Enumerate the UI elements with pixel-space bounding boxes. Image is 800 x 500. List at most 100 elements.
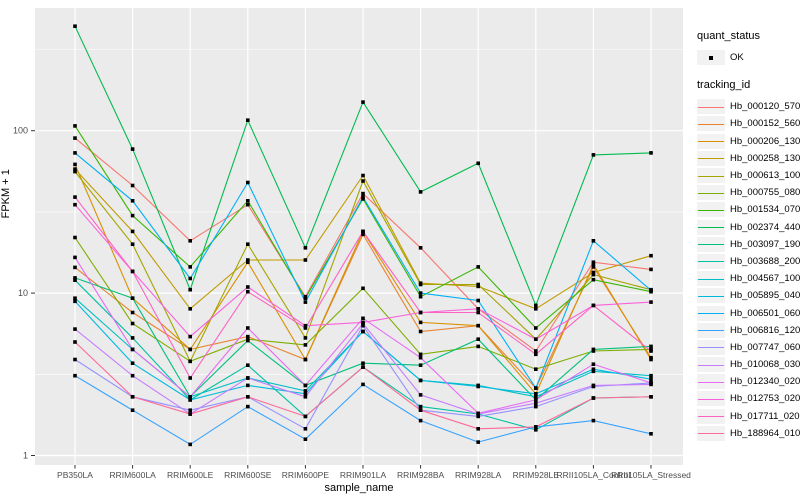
data-point: [361, 320, 365, 325]
data-point: [418, 246, 423, 250]
legend-key-box: [697, 99, 725, 115]
legend-entry-label: Hb_000755_080: [730, 187, 800, 199]
legend-entry: Hb_003097_190: [697, 236, 800, 253]
legend-entry: Hb_001534_070: [697, 201, 800, 218]
data-point: [534, 395, 538, 399]
legend-entry: Hb_007747_060: [697, 339, 800, 356]
data-point: [188, 287, 192, 292]
data-point: [476, 307, 480, 311]
data-point: [303, 343, 308, 347]
legend-key-box: [697, 339, 725, 355]
data-point: [418, 363, 423, 367]
data-point: [418, 190, 423, 194]
data-point: [303, 437, 308, 441]
data-point: [534, 386, 538, 390]
data-point: [130, 310, 135, 315]
legend-key-box: [697, 236, 725, 252]
legend-entry: Hb_000152_560: [697, 115, 800, 132]
legend-entry: Hb_005895_040: [697, 287, 800, 304]
data-point: [418, 294, 423, 299]
legend-key-box: [697, 168, 725, 184]
data-point: [188, 408, 192, 412]
data-point: [303, 383, 308, 388]
legend-entry-label: Hb_012340_020: [730, 376, 800, 388]
data-point: [246, 180, 250, 185]
data-point: [130, 183, 135, 188]
legend-color-line-icon: [698, 381, 724, 383]
legend-color-line-icon: [698, 261, 724, 263]
data-point: [361, 191, 365, 196]
legend-key-box: [697, 253, 725, 269]
legend-key-box: [697, 185, 725, 201]
legend-entry: Hb_006816_120: [697, 322, 800, 339]
legend-color-line-icon: [698, 295, 724, 297]
data-point: [361, 100, 365, 104]
data-point: [361, 179, 365, 183]
data-point: [303, 392, 308, 396]
data-point: [188, 398, 192, 402]
data-point: [303, 427, 308, 431]
legend-entry: Hb_000120_570: [697, 98, 800, 115]
data-point: [534, 401, 538, 405]
data-point: [188, 276, 192, 281]
legend-entry: Hb_017711_020: [697, 408, 800, 425]
legend-entry-label: Hb_000258_130: [730, 152, 800, 164]
data-point: [591, 369, 596, 374]
x-axis-title: sample_name: [324, 482, 394, 494]
data-point: [246, 202, 250, 207]
legend-entry-label: Hb_005895_040: [730, 290, 800, 302]
data-point: [73, 255, 77, 260]
data-point: [73, 167, 77, 171]
legend-entry-label: Hb_000206_130: [730, 135, 800, 147]
data-point: [649, 349, 653, 353]
data-point: [591, 265, 596, 269]
y-tick-label: 100: [13, 126, 28, 136]
legend-key-box: [697, 391, 725, 407]
data-point: [418, 408, 423, 412]
legend: quant_status OK tracking_id Hb_000120_57…: [697, 30, 800, 442]
data-point: [130, 395, 135, 399]
legend-key-box: [697, 288, 725, 304]
data-point: [534, 307, 538, 311]
data-point: [534, 425, 538, 429]
data-point: [130, 199, 135, 203]
data-point: [303, 336, 308, 340]
data-point: [188, 359, 192, 364]
data-point: [476, 298, 480, 303]
data-point: [246, 404, 250, 409]
data-point: [591, 153, 596, 157]
legend-key-box: [697, 408, 725, 424]
legend-entry-label: Hb_006501_060: [730, 307, 800, 319]
data-point: [534, 404, 538, 409]
legend-entry: Hb_010068_030: [697, 356, 800, 373]
data-point: [534, 428, 538, 432]
data-point: [649, 432, 653, 436]
data-point: [73, 327, 77, 331]
data-point: [303, 300, 308, 304]
data-point: [130, 213, 135, 218]
legend-key-box: [697, 425, 725, 441]
legend-entry-label: Hb_000152_560: [730, 118, 800, 130]
legend-entry: Hb_002374_440: [697, 219, 800, 236]
data-point: [246, 395, 250, 399]
legend-entry: Hb_000755_080: [697, 184, 800, 201]
data-point: [246, 363, 250, 367]
x-tick-label: RRIM600LA: [109, 470, 156, 480]
x-tick-label: RRIM901LA: [340, 470, 387, 480]
legend-entry: Hb_004567_100: [697, 270, 800, 287]
x-tick-label: RRIM928LE: [513, 470, 560, 480]
y-tick-label: 10: [18, 288, 28, 298]
data-point: [534, 326, 538, 330]
data-point: [73, 151, 77, 155]
legend-color-line-icon: [698, 227, 724, 229]
data-point: [246, 326, 250, 330]
data-point: [591, 272, 596, 277]
legend-entry-label: Hb_010068_030: [730, 359, 800, 371]
data-point: [303, 323, 308, 328]
data-point: [476, 265, 480, 269]
legend-color-line-icon: [698, 192, 724, 194]
data-point: [73, 276, 77, 280]
data-point: [130, 242, 135, 246]
data-point: [361, 229, 365, 234]
legend-entries: Hb_000120_570 Hb_000152_560 Hb_000206_130 H…: [697, 98, 800, 442]
